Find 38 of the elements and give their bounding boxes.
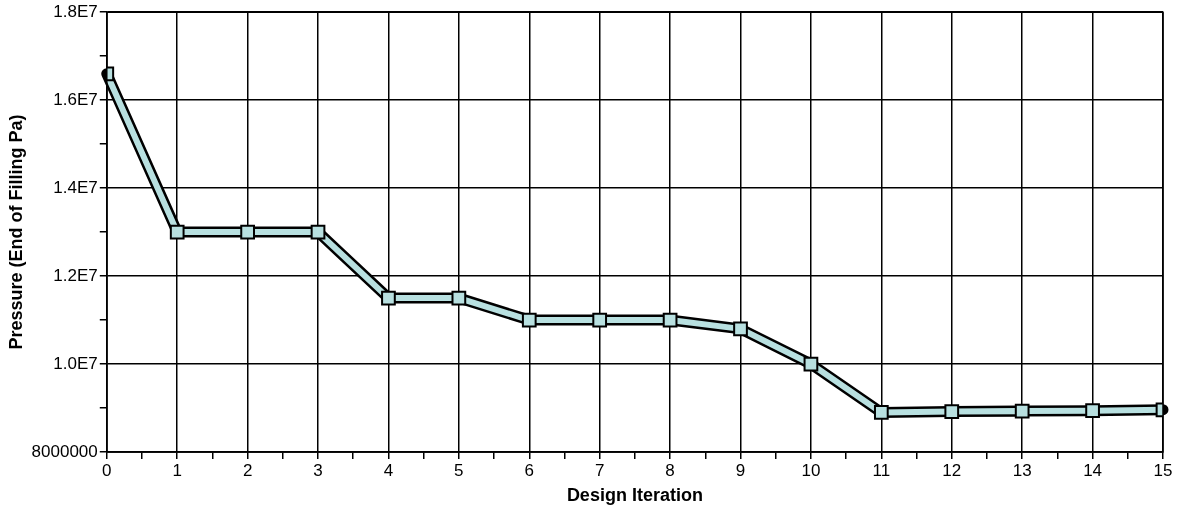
point [169, 224, 185, 240]
y-tick-label: 1.4E7 [53, 177, 98, 197]
point [310, 224, 326, 240]
point [521, 312, 537, 328]
x-tick-label: 10 [801, 460, 821, 480]
x-tick-label: 0 [102, 460, 112, 480]
x-tick-label: 5 [454, 460, 464, 480]
x-tick-label: 11 [872, 460, 891, 480]
x-tick-label: 8 [665, 460, 675, 480]
x-tick-label: 4 [383, 460, 394, 480]
point [1085, 403, 1100, 419]
point [451, 290, 467, 306]
x-tick-label: 13 [1012, 460, 1032, 480]
x-axis-title: Design Iteration [566, 485, 703, 506]
point [803, 356, 819, 372]
x-tick-label: 6 [524, 460, 534, 480]
y-tick-label: 1.2E7 [53, 265, 98, 285]
point [592, 312, 608, 328]
y-tick-label: 1.6E7 [53, 89, 98, 109]
y-tick-label: 1.8E7 [53, 1, 98, 21]
y-tick-label: 8000000 [31, 441, 98, 461]
point [733, 321, 748, 337]
x-tick-label: 14 [1083, 460, 1103, 480]
x-tick-label: 9 [735, 460, 746, 480]
point [381, 290, 396, 306]
point [1014, 403, 1030, 419]
y-tick-label: 1.0E7 [53, 353, 98, 373]
x-tick-label: 1 [172, 460, 182, 480]
point [873, 405, 889, 420]
x-tick-label: 3 [313, 460, 323, 480]
point [944, 404, 960, 419]
point [240, 224, 255, 240]
x-tick-label: 2 [242, 460, 253, 480]
x-tick-label: 15 [1153, 460, 1173, 480]
x-tick-label: 7 [594, 460, 605, 480]
x-tick-label: 12 [942, 460, 962, 480]
point [662, 312, 678, 328]
y-axis-title: Pressure (End of Filling Pa) [5, 114, 26, 350]
